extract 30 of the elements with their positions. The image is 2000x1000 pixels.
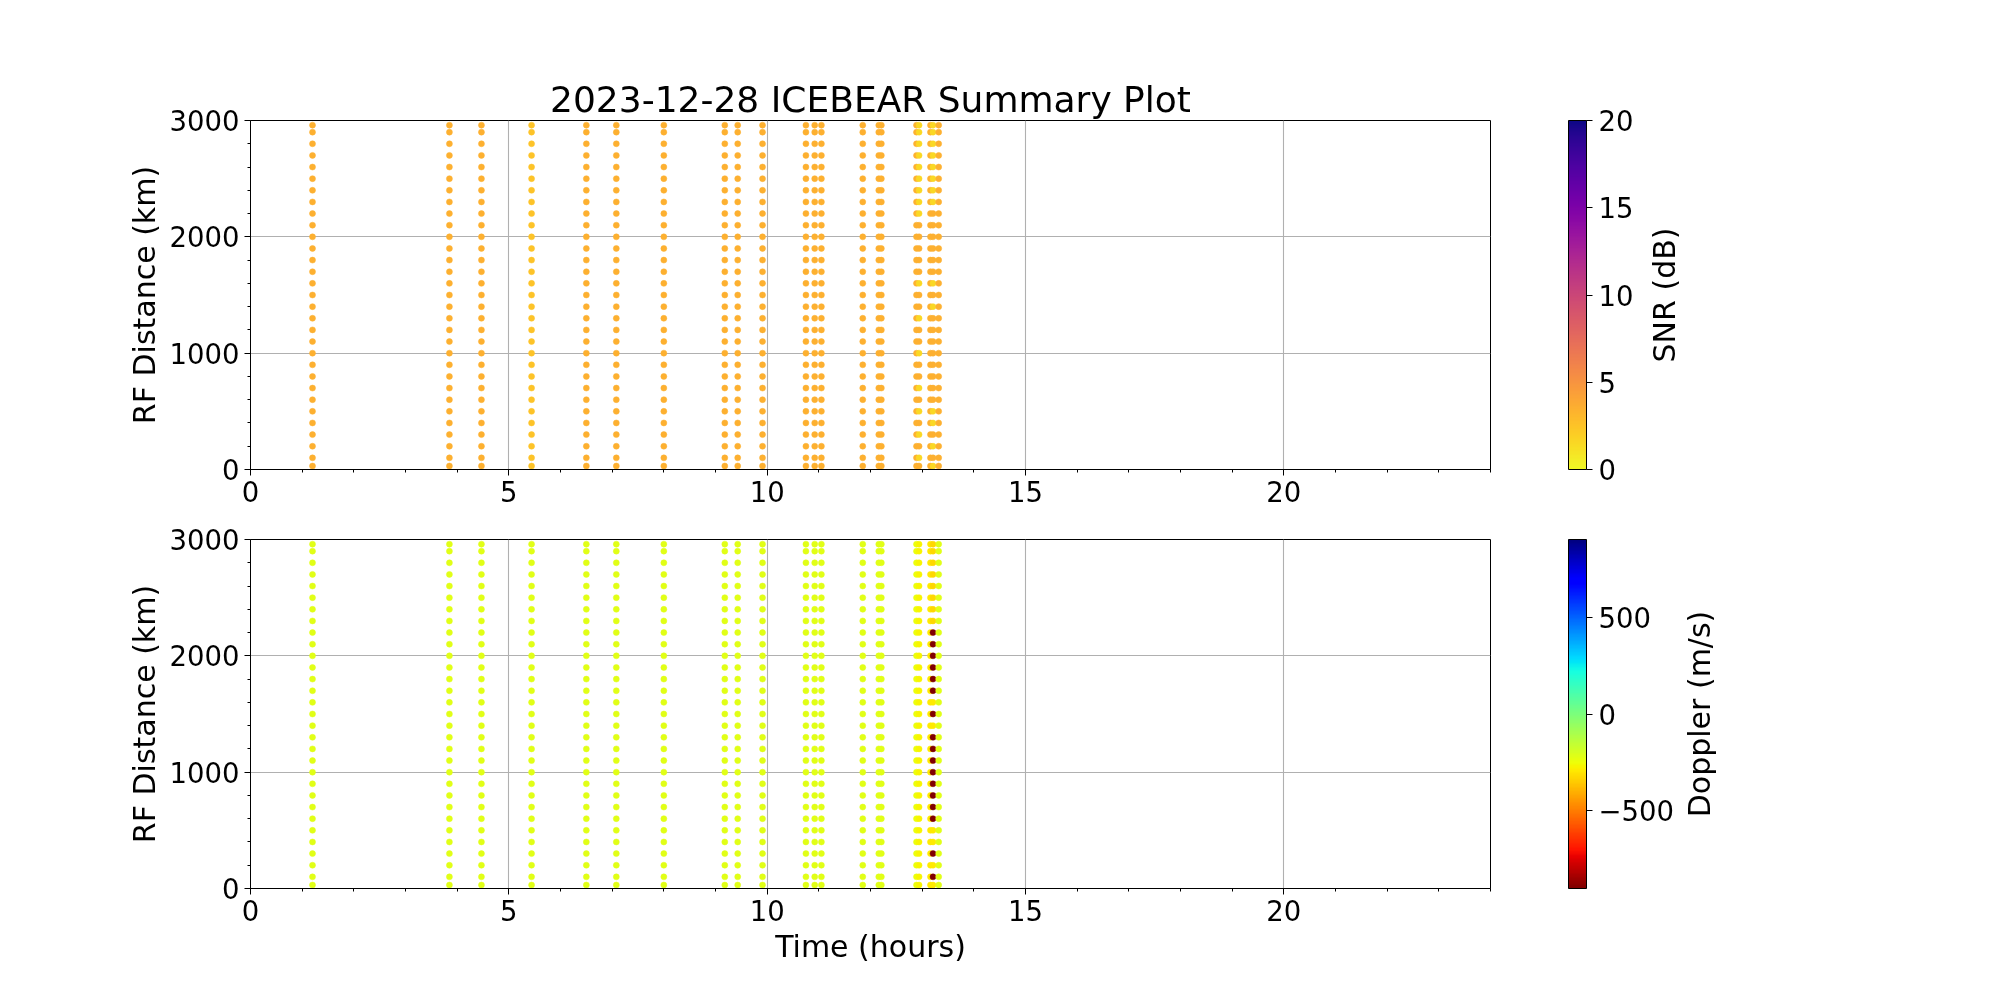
x-tick-label: 10	[749, 475, 785, 508]
chart-title: 2023-12-28 ICEBEAR Summary Plot	[550, 78, 1191, 120]
color-bar-label: 0	[1598, 454, 1616, 486]
color-bar-title: Doppler (m/s)	[1681, 610, 1717, 818]
y-tick-label: 1000	[169, 337, 240, 370]
color-bar-label: −500	[1598, 795, 1675, 828]
color-bar-title: SNR (dB)	[1646, 227, 1682, 363]
y-tick-label: 3000	[169, 105, 240, 137]
y-tick-label: 3000	[169, 524, 240, 556]
x-axis-title: Time (hours)	[774, 928, 966, 964]
x-tick-label: 20	[1266, 894, 1302, 927]
y-tick-label: 2000	[169, 221, 240, 254]
y-axis-title: RF Distance (km)	[126, 165, 162, 425]
color-bar-label: 10	[1598, 279, 1634, 312]
y-tick-label: 1000	[169, 756, 240, 789]
x-tick-label: 10	[749, 894, 785, 927]
y-tick-label: 2000	[169, 640, 240, 673]
x-tick-label: 15	[1008, 894, 1043, 927]
x-tick-label: 5	[500, 475, 518, 508]
x-tick-label: 5	[500, 894, 518, 927]
x-tick-label: 20	[1266, 475, 1302, 508]
x-tick-label: 15	[1008, 475, 1043, 508]
color-bar-label: 20	[1598, 105, 1634, 137]
color-bar-label: 5	[1598, 366, 1616, 399]
y-tick-label: 0	[222, 873, 240, 905]
y-axis-title: RF Distance (km)	[126, 584, 162, 844]
y-tick-label: 0	[222, 454, 240, 486]
color-bar-label: 0	[1598, 698, 1616, 731]
color-bar-label: 15	[1598, 192, 1634, 225]
color-bar-label: 500	[1598, 601, 1651, 634]
